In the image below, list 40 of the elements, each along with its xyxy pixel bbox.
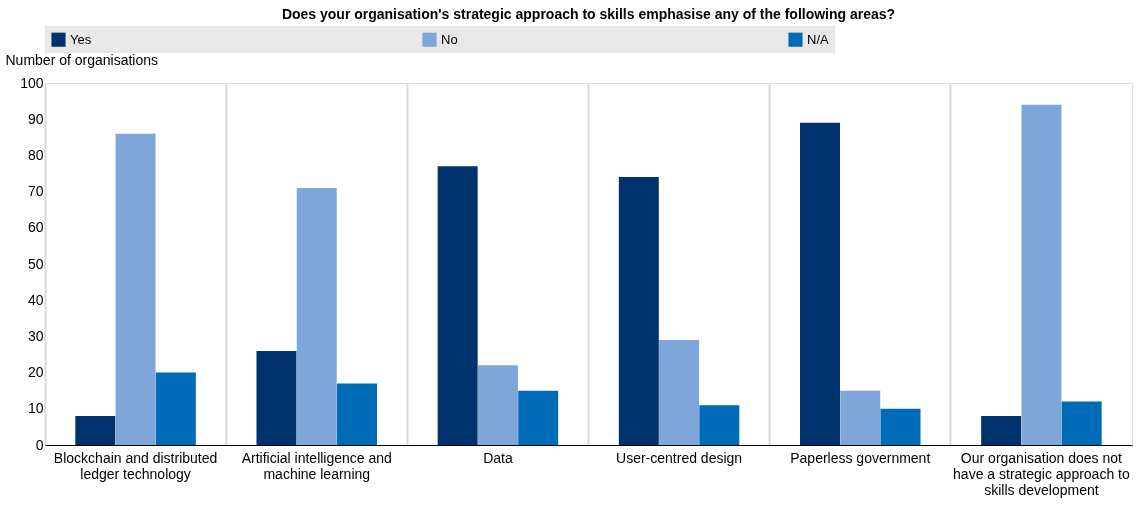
y-tick-label: 100 — [20, 74, 44, 91]
chart-title: Does your organisation's strategic approach to skills emphasise any of the following areas? — [281, 6, 896, 22]
legend-label: N/A — [807, 31, 829, 47]
y-tick-label: 10 — [27, 400, 44, 417]
y-tick-label: 30 — [27, 327, 44, 344]
legend-label: Yes — [70, 31, 92, 47]
bar — [75, 416, 116, 445]
legend-label: No — [441, 31, 458, 47]
bar — [518, 390, 559, 445]
y-tick-label: 40 — [27, 291, 44, 308]
bar — [799, 122, 840, 445]
x-tick-label: Artificial intelligence and machine learning — [241, 449, 392, 482]
x-tick-label: Our organisation does not have a strategic approach to skills development — [953, 449, 1130, 498]
bar — [659, 340, 700, 445]
y-tick-label: 90 — [27, 110, 44, 127]
bar — [337, 383, 378, 445]
y-tick-label: 20 — [27, 364, 44, 381]
x-tick-label: Data — [483, 449, 513, 466]
bar — [115, 133, 156, 445]
bar — [437, 166, 478, 445]
bar — [981, 416, 1022, 445]
bar — [618, 177, 659, 445]
y-tick-label: 0 — [35, 436, 44, 453]
bar — [1021, 104, 1062, 445]
y-tick-label: 80 — [27, 146, 44, 163]
bar — [1061, 401, 1102, 445]
bar — [256, 350, 297, 445]
x-tick-label: Blockchain and distributed ledger technology — [53, 449, 218, 482]
bar — [296, 187, 337, 445]
x-tick-label: User-centred design — [616, 449, 743, 466]
bar — [840, 390, 881, 445]
bar — [880, 408, 921, 445]
bar — [155, 372, 196, 445]
bar — [699, 405, 740, 445]
bar — [477, 365, 518, 445]
x-tick-label: Paperless government — [790, 449, 931, 466]
y-tick-label: 50 — [27, 255, 44, 272]
y-axis-title: Number of organisations — [5, 51, 159, 68]
y-tick-label: 60 — [27, 219, 44, 236]
y-tick-label: 70 — [27, 183, 44, 200]
